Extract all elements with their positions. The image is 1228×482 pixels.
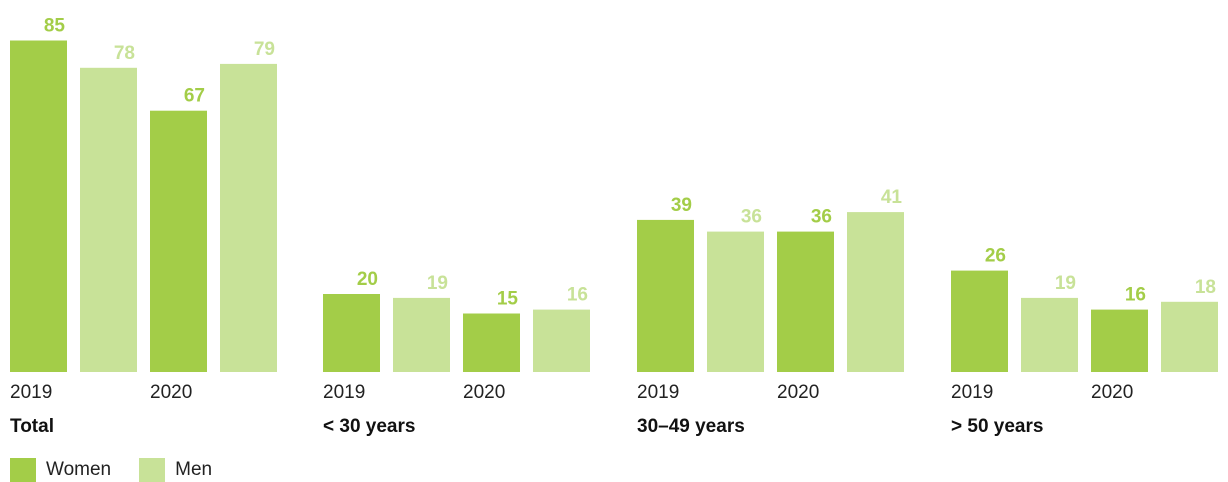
data-label-30-years-2019-women: 20 [357, 269, 378, 290]
bar-total-2020-women [150, 110, 207, 372]
year-label-50-years-2019: 2019 [951, 382, 993, 403]
bar-30-years-2019-women [323, 294, 380, 372]
legend: Women Men [10, 458, 240, 482]
data-label-30-49-years-2019-men: 36 [741, 207, 762, 228]
bar-total-2020-men [220, 63, 277, 373]
year-label-total-2020: 2020 [150, 382, 192, 403]
bar-30-49-years-2019-men [707, 231, 764, 372]
bar-30-years-2020-men [533, 309, 590, 372]
data-label-30-years-2020-women: 15 [497, 289, 519, 310]
bar-30-49-years-2020-men [847, 212, 904, 372]
data-label-total-2019-men: 78 [114, 43, 135, 64]
data-label-30-years-2020-men: 16 [567, 285, 588, 306]
data-label-30-49-years-2020-men: 41 [881, 187, 903, 208]
legend-item-men: Men [139, 458, 212, 482]
data-label-50-years-2020-men: 18 [1195, 277, 1216, 298]
bar-total-2019-men [80, 67, 137, 373]
data-label-total-2019-women: 85 [44, 16, 66, 37]
bar-30-years-2019-men [393, 297, 450, 372]
year-label-30-years-2020: 2020 [463, 382, 505, 403]
bar-50-years-2019-men [1021, 297, 1078, 372]
bar-30-49-years-2019-women [637, 219, 694, 372]
year-label-30-years-2019: 2019 [323, 382, 365, 403]
data-label-30-49-years-2020-women: 36 [811, 207, 832, 228]
data-label-total-2020-women: 67 [184, 86, 205, 107]
year-label-30-49-years-2019: 2019 [637, 382, 679, 403]
group-label-30-49-years: 30–49 years [637, 416, 745, 437]
year-label-30-49-years-2020: 2020 [777, 382, 819, 403]
data-label-50-years-2020-women: 16 [1125, 285, 1146, 306]
data-label-30-49-years-2019-women: 39 [671, 195, 692, 216]
bar-50-years-2019-women [951, 270, 1008, 372]
data-label-30-years-2019-men: 19 [427, 273, 448, 294]
year-label-50-years-2020: 2020 [1091, 382, 1133, 403]
bar-50-years-2020-men [1161, 301, 1218, 372]
group-label-50-years: > 50 years [951, 416, 1043, 437]
legend-label-women: Women [46, 459, 112, 480]
legend-swatch-women [10, 458, 36, 482]
bar-total-2019-women [10, 40, 67, 372]
group-label-total: Total [10, 416, 54, 437]
bar-50-years-2020-women [1091, 309, 1148, 372]
legend-swatch-men [139, 458, 166, 482]
data-label-50-years-2019-women: 26 [985, 246, 1006, 267]
data-label-total-2020-men: 79 [254, 39, 275, 60]
year-label-total-2019: 2019 [10, 382, 52, 403]
bar-30-49-years-2020-women [777, 231, 834, 372]
group-label-30-years: < 30 years [323, 416, 415, 437]
bar-30-years-2020-women [463, 313, 520, 372]
legend-label-men: Men [175, 459, 213, 480]
legend-item-women: Women [10, 458, 111, 482]
data-label-50-years-2019-men: 19 [1055, 273, 1076, 294]
